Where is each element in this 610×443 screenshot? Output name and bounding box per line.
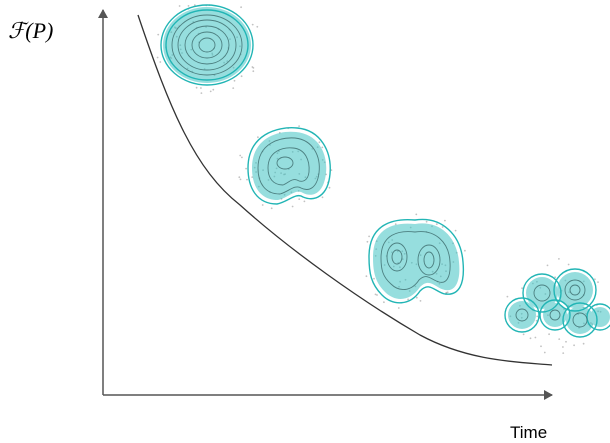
sample-dot xyxy=(262,204,264,206)
sample-dot xyxy=(157,34,159,36)
sample-dot xyxy=(540,345,542,347)
sample-dot xyxy=(444,220,446,222)
sample-dot xyxy=(240,6,242,8)
sample-dot xyxy=(232,87,234,89)
sample-dot xyxy=(201,92,203,94)
sample-dot xyxy=(366,275,368,277)
sample-dot xyxy=(241,75,243,77)
sample-dot xyxy=(415,214,417,216)
sample-dot xyxy=(398,307,400,309)
sample-dot xyxy=(544,352,546,354)
sample-dot xyxy=(536,316,538,318)
sample-dot xyxy=(383,301,385,303)
sample-dot xyxy=(445,292,447,294)
sample-dot xyxy=(179,5,181,7)
sample-dot xyxy=(573,344,575,346)
sample-dot xyxy=(562,346,564,348)
sample-dot xyxy=(548,333,550,335)
diagram: ℱ(P) Time xyxy=(0,0,610,443)
sample-dot xyxy=(426,221,428,223)
sample-dot xyxy=(523,334,525,336)
sample-dot xyxy=(252,24,254,26)
sample-dot xyxy=(234,80,236,82)
y-axis-label: ℱ(P) xyxy=(8,18,53,43)
sample-dot xyxy=(442,226,444,228)
sample-dot xyxy=(256,26,258,28)
sample-dot xyxy=(535,337,537,339)
distribution-blob xyxy=(161,5,253,85)
sample-dot xyxy=(196,87,198,89)
sample-dot xyxy=(246,179,248,181)
sample-dot xyxy=(367,241,369,243)
sample-dot xyxy=(583,343,585,345)
sample-dot xyxy=(420,300,422,302)
x-axis-label: Time xyxy=(510,423,547,442)
sample-dot xyxy=(416,297,418,299)
sample-dot xyxy=(376,294,378,296)
sample-dot xyxy=(292,206,294,208)
sample-dot xyxy=(298,125,300,127)
sample-dot xyxy=(464,250,466,252)
page: ℱ(P) Time xyxy=(0,0,610,443)
sample-dot xyxy=(257,136,259,138)
distribution-blob xyxy=(248,128,330,204)
sample-dot xyxy=(212,89,214,91)
sample-dot xyxy=(507,296,509,298)
sample-dot xyxy=(322,196,324,198)
sample-dot xyxy=(455,230,457,232)
sample-dot xyxy=(159,61,161,63)
sample-dot xyxy=(594,278,596,280)
sample-dot xyxy=(157,57,159,59)
sample-dot xyxy=(304,201,306,203)
sample-dot xyxy=(245,168,247,170)
sample-dot xyxy=(565,341,567,343)
sample-dot xyxy=(241,157,243,159)
sample-dot xyxy=(558,338,560,340)
sample-dot xyxy=(329,187,331,189)
sample-dot xyxy=(530,337,532,339)
sample-dot xyxy=(321,147,323,149)
sample-dot xyxy=(188,5,190,7)
sample-dot xyxy=(298,198,300,200)
sample-dot xyxy=(239,155,241,157)
sample-dot xyxy=(271,207,273,209)
sample-dot xyxy=(558,258,560,260)
distribution-blob xyxy=(369,219,463,302)
sample-dot xyxy=(200,87,202,89)
sample-dot xyxy=(436,223,438,225)
sample-dot xyxy=(547,265,549,267)
sample-dot xyxy=(253,67,255,69)
sample-dot xyxy=(407,299,409,301)
sample-dot xyxy=(210,91,212,93)
sample-dot xyxy=(521,287,523,289)
sample-dot xyxy=(568,264,570,266)
sample-dot xyxy=(238,176,240,178)
sample-dot xyxy=(373,278,375,280)
sample-dot xyxy=(597,281,599,283)
sample-dot xyxy=(368,236,370,238)
sample-dot xyxy=(240,179,242,181)
sample-dot xyxy=(252,70,254,72)
sample-dot xyxy=(562,352,564,354)
sample-dot xyxy=(319,141,321,143)
